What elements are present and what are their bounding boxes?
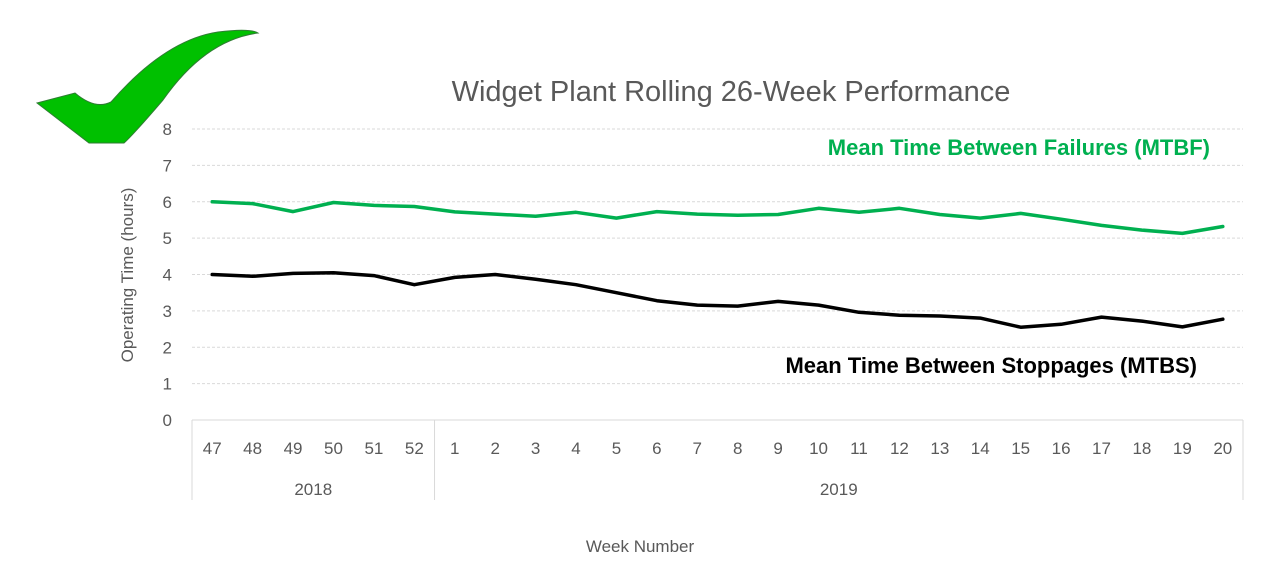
x-tick-label: 51 bbox=[364, 439, 383, 458]
series-label-mtbs: Mean Time Between Stoppages (MTBS) bbox=[785, 353, 1197, 378]
x-tick-label: 9 bbox=[773, 439, 782, 458]
year-group-label: 2019 bbox=[820, 480, 858, 499]
x-tick-label: 15 bbox=[1011, 439, 1030, 458]
x-tick-label: 2 bbox=[490, 439, 499, 458]
x-tick-label: 7 bbox=[693, 439, 702, 458]
series-line-mtbs bbox=[210, 270, 1225, 329]
y-tick-label: 3 bbox=[163, 302, 172, 321]
x-axis-title: Week Number bbox=[586, 537, 695, 556]
series-lines bbox=[210, 200, 1225, 329]
x-axis-categories: 47 48 49 50 51 52 1 2 3 4 5 6 7 8 9 10 11 12 13 14 15 16 17 18 1… bbox=[191, 419, 1244, 500]
y-tick-label: 6 bbox=[163, 193, 172, 212]
x-tick-label: 12 bbox=[890, 439, 909, 458]
x-tick-label: 50 bbox=[324, 439, 343, 458]
x-tick-label: 19 bbox=[1173, 439, 1192, 458]
x-tick-label: 1 bbox=[450, 439, 459, 458]
checkmark-shape bbox=[35, 29, 260, 144]
x-tick-label: 10 bbox=[809, 439, 828, 458]
x-tick-label: 4 bbox=[571, 439, 580, 458]
y-axis-ticks: 0 1 2 3 4 5 6 7 8 bbox=[163, 120, 172, 430]
x-tick-label: 6 bbox=[652, 439, 661, 458]
chart-title: Widget Plant Rolling 26-Week Performance bbox=[452, 76, 1011, 108]
x-tick-label: 49 bbox=[284, 439, 303, 458]
y-tick-label: 5 bbox=[163, 229, 172, 248]
year-group-label: 2018 bbox=[294, 480, 332, 499]
checkmark-icon bbox=[35, 29, 260, 144]
x-tick-label: 17 bbox=[1092, 439, 1111, 458]
series-label-mtbf: Mean Time Between Failures (MTBF) bbox=[828, 135, 1210, 160]
x-tick-label: 18 bbox=[1132, 439, 1151, 458]
x-tick-label: 47 bbox=[203, 439, 222, 458]
y-axis-title: Operating Time (hours) bbox=[118, 188, 137, 363]
y-tick-label: 8 bbox=[163, 120, 172, 139]
x-tick-label: 16 bbox=[1052, 439, 1071, 458]
x-tick-label: 11 bbox=[850, 439, 868, 458]
x-tick-label: 48 bbox=[243, 439, 262, 458]
gridlines bbox=[192, 128, 1243, 385]
y-tick-label: 2 bbox=[163, 338, 172, 357]
y-tick-label: 1 bbox=[163, 375, 172, 394]
y-tick-label: 7 bbox=[163, 156, 172, 175]
x-tick-label: 8 bbox=[733, 439, 742, 458]
series-line-mtbf bbox=[210, 200, 1225, 236]
x-tick-label: 52 bbox=[405, 439, 424, 458]
x-tick-label: 14 bbox=[971, 439, 990, 458]
y-tick-label: 0 bbox=[163, 411, 172, 430]
x-tick-label: 13 bbox=[930, 439, 949, 458]
x-tick-label: 3 bbox=[531, 439, 540, 458]
x-tick-label: 20 bbox=[1213, 439, 1232, 458]
x-tick-label: 5 bbox=[612, 439, 621, 458]
y-tick-label: 4 bbox=[163, 266, 172, 285]
